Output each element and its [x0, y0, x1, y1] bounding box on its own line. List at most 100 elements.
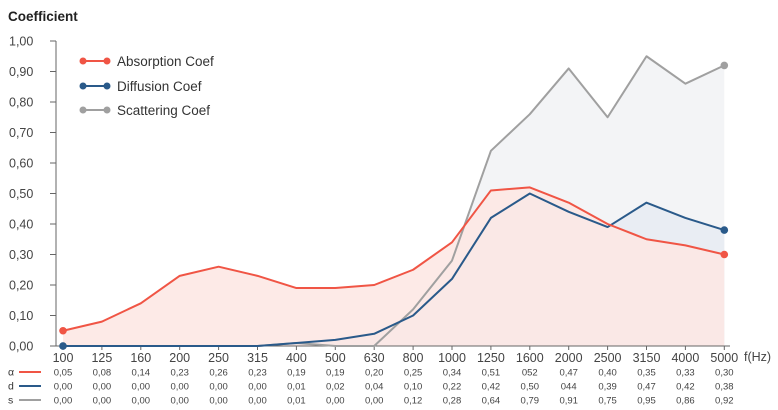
table-cell: 0,00	[170, 396, 189, 407]
x-tick-label: 1600	[516, 351, 544, 365]
x-axis: 100 125 160 200 250 315 400 500 630 800 1000 1250 16…	[53, 345, 738, 365]
table-cell: 052	[522, 368, 538, 379]
table-cell: 0,20	[365, 368, 384, 379]
x-tick-label: 5000	[710, 351, 738, 365]
table-cell: 0,40	[598, 368, 617, 379]
table-cell: 0,00	[132, 396, 151, 407]
table-cell: 044	[561, 382, 577, 393]
table-cell: 0,86	[676, 396, 695, 407]
series-line	[63, 192, 725, 347]
x-axis-label: f(Hz)	[744, 350, 771, 364]
series-start-point	[59, 326, 67, 335]
x-tick-label: 630	[364, 351, 385, 365]
legend-label: Scattering Coef	[117, 103, 210, 118]
x-tick-label: 3150	[633, 351, 661, 365]
x-tick-label: 1000	[438, 351, 466, 365]
table-cell: 0,00	[132, 382, 151, 393]
table-cell: 0,19	[287, 368, 306, 379]
table-cell: 0,39	[598, 382, 617, 393]
table-cell: 0,64	[482, 396, 501, 407]
table-cell: 0,01	[287, 396, 306, 407]
table-cell: 0,00	[248, 396, 267, 407]
table-cell: 0,00	[170, 382, 189, 393]
table-cell: 0,02	[326, 382, 345, 393]
table-cell: 0,50	[521, 382, 540, 393]
y-tick-label: 0,30	[9, 248, 33, 262]
x-tick-label: 400	[286, 351, 307, 365]
legend-marker	[79, 57, 87, 65]
y-tick-label: 0,60	[9, 157, 33, 171]
table-cell: 0,47	[559, 368, 578, 379]
x-tick-label: 2500	[594, 351, 622, 365]
legend-marker	[79, 106, 87, 114]
x-tick-label: 1250	[477, 351, 505, 365]
table-cell: 0,14	[132, 368, 151, 379]
chart-title: Coefficient	[8, 9, 78, 24]
table-cell: 0,00	[365, 396, 384, 407]
y-tick-label: 0,40	[9, 218, 33, 232]
table-cell: 0,00	[209, 396, 228, 407]
table-cell: 0,19	[326, 368, 345, 379]
x-tick-label: 160	[130, 351, 151, 365]
table-cell: 0,79	[521, 396, 540, 407]
table-cell: 0,00	[93, 382, 112, 393]
table-cell: 0,38	[715, 382, 734, 393]
x-tick-label: 100	[53, 351, 74, 365]
table-cell: 0,25	[404, 368, 423, 379]
x-tick-label: 2000	[555, 351, 583, 365]
table-cell: 0,08	[93, 368, 112, 379]
legend-marker	[103, 106, 111, 114]
table-cell: 0,33	[676, 368, 695, 379]
y-tick-label: 0,90	[9, 65, 33, 79]
y-tick-label: 0,20	[9, 279, 33, 293]
x-tick-label: 200	[169, 351, 190, 365]
x-tick-label: 250	[208, 351, 229, 365]
table-cell: 0,51	[482, 368, 501, 379]
legend-label: Absorption Coef	[117, 54, 214, 69]
table-cell: 0,34	[443, 368, 462, 379]
series-lines	[59, 55, 729, 350]
data-table: α 0,05 0,08 0,14 0,23 0,26 0,23 0,19 0,19 0,20 0,2…	[8, 367, 734, 407]
series-end-point	[720, 61, 729, 70]
y-tick-label: 0,70	[9, 126, 33, 140]
table-cell: 0,35	[637, 368, 656, 379]
table-cell: 0,23	[170, 368, 189, 379]
table-cell: 0,00	[54, 396, 73, 407]
table-cell: 0,00	[93, 396, 112, 407]
y-axis: 0,00 0,10 0,20 0,30 0,40 0,50 0,60 0,70 0,80 0,90…	[9, 35, 57, 354]
y-tick-label: 0,50	[9, 187, 33, 201]
series-start-point	[59, 342, 67, 350]
x-tick-label: 125	[91, 351, 112, 365]
series-end-point	[720, 250, 729, 259]
table-cell: 0,00	[248, 382, 267, 393]
table-cell: 0,04	[365, 382, 384, 393]
series-end-point	[720, 226, 729, 234]
legend-marker	[79, 82, 87, 90]
table-cell: 0,30	[715, 368, 734, 379]
table-cell: 0,42	[676, 382, 695, 393]
y-tick-label: 0,80	[9, 96, 33, 110]
series-fills	[63, 56, 725, 346]
x-tick-label: 800	[403, 351, 424, 365]
table-cell: 0,10	[404, 382, 423, 393]
table-row-label: s	[8, 395, 13, 407]
x-tick-label: 4000	[671, 351, 699, 365]
table-cell: 0,91	[559, 396, 578, 407]
x-tick-label: 315	[247, 351, 268, 365]
legend-marker	[103, 82, 111, 90]
table-cell: 0,28	[443, 396, 462, 407]
table-cell: 0,95	[637, 396, 656, 407]
y-tick-label: 0,10	[9, 309, 33, 323]
table-cell: 0,00	[326, 396, 345, 407]
table-cell: 0,26	[209, 368, 228, 379]
series-line	[62, 186, 725, 332]
table-cell: 0,47	[637, 382, 656, 393]
x-tick-label: 500	[325, 351, 346, 365]
table-cell: 0,75	[598, 396, 617, 407]
table-cell: 0,01	[287, 382, 306, 393]
legend-label: Diffusion Coef	[117, 79, 202, 94]
y-tick-label: 0,00	[9, 340, 33, 354]
table-cell: 0,42	[482, 382, 501, 393]
legend-marker	[103, 57, 111, 65]
